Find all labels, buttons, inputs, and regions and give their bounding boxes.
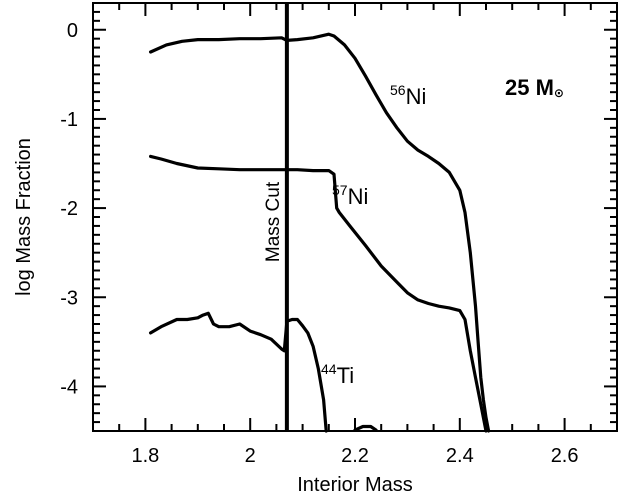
- ni57-element: Ni: [348, 184, 369, 209]
- y-tick-label: -4: [60, 376, 78, 398]
- y-tick-labels: 0 -1 -2 -3 -4: [60, 20, 78, 399]
- ni57-label: 57Ni: [332, 182, 368, 209]
- ti44-mass-number: 44: [321, 361, 337, 377]
- stellar-mass-label: 25 M⊙: [505, 75, 564, 100]
- y-tick-label: -2: [60, 198, 78, 220]
- mass-cut-label: Mass Cut: [263, 181, 284, 262]
- series-line-3: [353, 424, 378, 432]
- y-tick-label: -1: [60, 109, 78, 131]
- x-axis-ticks: [92, 3, 618, 431]
- y-tick-label: -3: [60, 287, 78, 309]
- ni56-label: 56Ni: [390, 82, 426, 109]
- x-tick-label: 2.2: [341, 445, 369, 467]
- ni57-mass-number: 57: [332, 182, 348, 198]
- series-line-57ni: [149, 154, 488, 433]
- x-tick-label: 2.4: [446, 445, 474, 467]
- x-tick-label: 1.8: [131, 445, 159, 467]
- x-tick-labels: 1.8 2 2.2 2.4 2.6: [131, 445, 578, 467]
- ti44-label: 44Ti: [321, 361, 354, 388]
- plot-frame: [92, 2, 618, 432]
- y-tick-label: 0: [67, 20, 78, 42]
- stellar-mass-prefix: 25 M: [505, 75, 554, 100]
- series-line-56ni: [149, 32, 491, 433]
- y-axis-ticks: [93, 10, 617, 432]
- ti44-element: Ti: [337, 363, 355, 388]
- ni56-element: Ni: [406, 84, 427, 109]
- y-axis-label: log Mass Fraction: [13, 138, 35, 296]
- ni56-mass-number: 56: [390, 82, 406, 98]
- series-line-44ti: [149, 311, 328, 433]
- x-tick-label: 2: [245, 445, 256, 467]
- sun-symbol-icon: ⊙: [554, 86, 564, 100]
- x-tick-label: 2.6: [551, 445, 579, 467]
- x-axis-label: Interior Mass: [297, 474, 413, 496]
- series-lines: [149, 32, 491, 433]
